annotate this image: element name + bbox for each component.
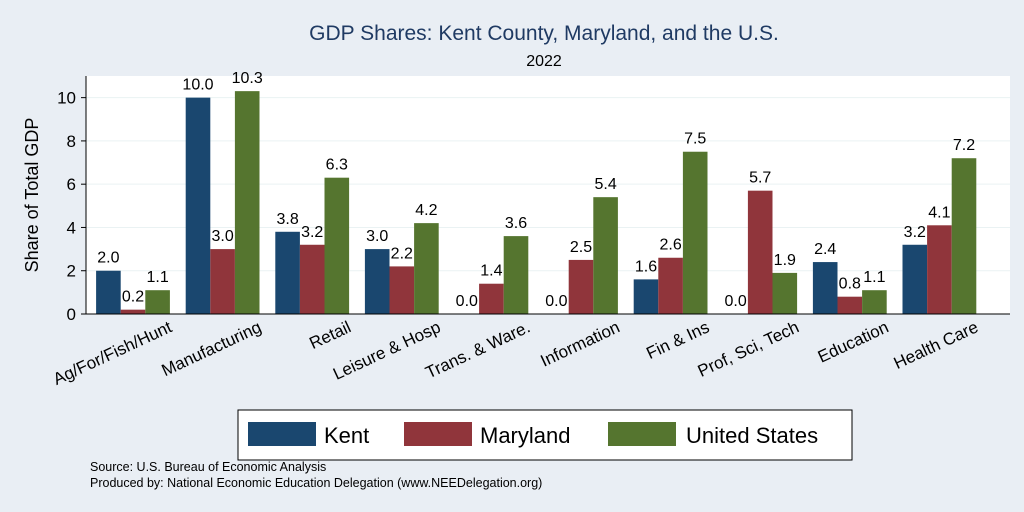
bar-kent [902, 244, 928, 314]
data-label: 2.5 [570, 239, 592, 256]
data-label: 10.0 [182, 77, 213, 94]
bar-kent [275, 231, 300, 314]
bar-kent [185, 97, 211, 315]
data-label: 7.2 [953, 137, 975, 154]
data-label: 2.2 [391, 245, 413, 262]
x-category-label: Information [538, 317, 623, 370]
y-tick-label: 10 [57, 89, 76, 108]
data-label: 3.8 [276, 211, 298, 228]
bar-maryland [389, 266, 415, 314]
data-label: 5.7 [749, 170, 771, 187]
data-label: 1.6 [635, 258, 657, 275]
source-line-2: Produced by: National Economic Education… [90, 476, 542, 490]
bar-kent [96, 270, 121, 314]
data-label: 0.8 [839, 276, 861, 293]
data-label: 7.5 [684, 131, 706, 148]
x-category-label: Fin & Ins [643, 317, 712, 363]
data-label: 3.0 [366, 228, 388, 245]
y-tick-label: 4 [67, 218, 76, 237]
data-label: 1.9 [774, 252, 796, 269]
legend-label: Kent [324, 423, 369, 448]
bar-united-states [234, 91, 260, 315]
bar-maryland [210, 249, 235, 314]
bar-kent [812, 262, 838, 314]
y-tick-label: 2 [67, 262, 76, 281]
bar-united-states [682, 151, 708, 314]
data-label: 2.6 [659, 237, 681, 254]
y-tick-label: 8 [67, 132, 76, 151]
data-label: 4.1 [928, 204, 950, 221]
x-category-label: Prof, Sci, Tech [695, 317, 802, 380]
data-labels: 2.00.21.110.03.010.33.83.26.33.02.24.20.… [97, 70, 975, 310]
data-label: 4.2 [415, 202, 437, 219]
data-label: 0.0 [724, 293, 746, 310]
bar-united-states [862, 290, 887, 314]
source-line-1: Source: U.S. Bureau of Economic Analysis [90, 460, 326, 474]
x-category-label: Retail [306, 317, 353, 353]
legend-swatch-kent [248, 422, 316, 446]
data-label: 1.4 [480, 263, 502, 280]
x-category-label: Manufacturing [159, 317, 265, 380]
data-label: 2.4 [814, 241, 836, 258]
data-label: 6.3 [326, 157, 348, 174]
y-tick-label: 0 [67, 305, 76, 324]
bar-maryland [568, 259, 594, 314]
bar-maryland [927, 225, 952, 314]
data-label: 3.0 [211, 228, 233, 245]
bar-maryland [658, 257, 683, 314]
bar-united-states [951, 158, 977, 314]
bar-kent [364, 249, 390, 314]
bar-maryland [747, 190, 773, 314]
legend-swatch-maryland [404, 422, 472, 446]
legend-label: Maryland [480, 423, 570, 448]
data-label: 3.6 [505, 215, 527, 232]
bar-maryland [479, 283, 504, 314]
data-label: 0.2 [122, 289, 144, 306]
data-label: 5.4 [594, 176, 616, 193]
bar-kent [633, 279, 659, 314]
bars [96, 91, 977, 315]
bar-maryland [837, 296, 863, 314]
legend-swatch-united-states [608, 422, 676, 446]
legend: Kent Maryland United States [237, 409, 853, 461]
data-label: 3.2 [904, 224, 926, 241]
data-label: 0.0 [456, 293, 478, 310]
x-category-label: Education [815, 317, 892, 366]
bar-maryland [120, 309, 146, 314]
legend-box [237, 409, 853, 461]
y-tick-label: 6 [67, 175, 76, 194]
bar-united-states [324, 177, 350, 314]
y-axis-label: Share of Total GDP [22, 118, 42, 273]
data-label: 1.1 [146, 269, 168, 286]
bar-united-states [145, 290, 170, 314]
x-category-label: Ag/For/Fish/Hunt [50, 317, 175, 389]
data-label: 0.0 [545, 293, 567, 310]
x-category-label: Health Care [891, 317, 981, 373]
data-label: 10.3 [232, 70, 263, 87]
bar-united-states [414, 223, 439, 314]
bar-united-states [503, 236, 529, 314]
bar-united-states [593, 197, 618, 314]
data-label: 3.2 [301, 224, 323, 241]
chart-title: GDP Shares: Kent County, Maryland, and t… [309, 22, 779, 45]
legend-label: United States [686, 423, 818, 448]
data-label: 1.1 [863, 269, 885, 286]
chart-subtitle: 2022 [526, 53, 562, 70]
bar-united-states [772, 272, 798, 314]
bar-maryland [299, 244, 325, 314]
data-label: 2.0 [97, 250, 119, 267]
y-ticks: 0 2 4 6 8 10 [57, 89, 86, 324]
